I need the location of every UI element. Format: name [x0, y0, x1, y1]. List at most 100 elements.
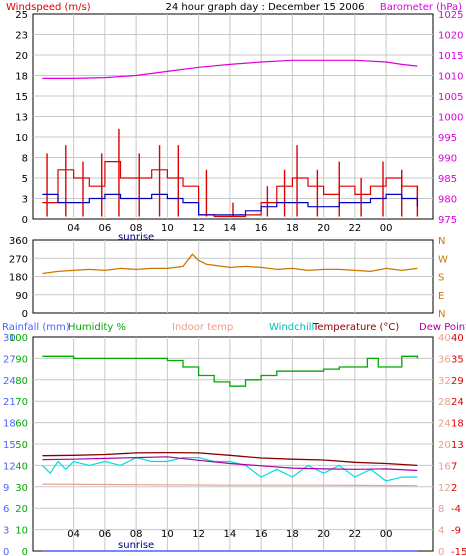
x-tick-label: 16: [255, 529, 268, 540]
indoor-tick-label: 40: [438, 333, 451, 344]
wind-tick-label: 15: [15, 92, 28, 103]
dew-point-line: [42, 456, 418, 472]
indoor-tick-label: 16: [438, 461, 451, 472]
humidity-tick-label: 70: [15, 397, 28, 408]
x-tick-label: 20: [317, 529, 330, 540]
sunrise-label: sunrise: [118, 232, 154, 243]
indoor-tick-label: 8: [438, 504, 444, 515]
wind-direction-line: [42, 253, 418, 275]
x-tick-label: 10: [161, 529, 174, 540]
wind-tick-label: 3: [22, 195, 28, 206]
baro-tick-label: 1015: [438, 51, 463, 62]
chart-title: 24 hour graph day : December 15 2006: [166, 2, 365, 13]
x-tick-label: 04: [67, 223, 80, 234]
baro-tick-label: 980: [438, 195, 457, 206]
indoor-temp-line: [42, 483, 418, 487]
indoor-temp-label: Indoor temp: [172, 322, 233, 333]
compass-tick-label: N: [438, 236, 445, 247]
direction-tick-label: 90: [15, 291, 28, 302]
temperature-tick-label: 35: [451, 354, 464, 365]
humidity-tick-label: 20: [15, 504, 28, 515]
rainfall-axis-label: Rainfall (mm): [2, 322, 70, 333]
x-tick-label: 08: [130, 529, 143, 540]
indoor-tick-label: 4: [438, 526, 444, 537]
baro-tick-label: 1000: [438, 113, 463, 124]
baro-tick-label: 995: [438, 133, 457, 144]
wind-average-line: [42, 193, 418, 216]
direction-tick-label: 180: [9, 273, 28, 284]
indoor-tick-label: 12: [438, 483, 451, 494]
windchill-label: Windchill: [269, 322, 314, 333]
rainfall-tick-label: 27: [3, 354, 16, 365]
humidity-tick-label: 10: [15, 526, 28, 537]
compass-tick-label: N: [438, 309, 445, 320]
indoor-tick-label: 36: [438, 354, 451, 365]
x-tick-label: 12: [192, 529, 205, 540]
rainfall-tick-label: 24: [3, 376, 16, 387]
windspeed-axis-label: Windspeed (m/s): [6, 2, 91, 13]
x-tick-label: 06: [99, 223, 112, 234]
x-tick-label: 06: [99, 529, 112, 540]
indoor-tick-label: 32: [438, 376, 451, 387]
windspeed-line: [42, 161, 418, 218]
humidity-tick-label: 80: [15, 376, 28, 387]
rainfall-tick-label: 30: [3, 333, 16, 344]
baro-tick-label: 975: [438, 215, 457, 226]
baro-tick-label: 985: [438, 174, 457, 185]
wind-tick-label: 25: [15, 10, 28, 21]
x-tick-label: 08: [130, 223, 143, 234]
temperature-tick-label: 24: [451, 397, 464, 408]
temperature-tick-label: 29: [451, 376, 464, 387]
sunrise-label: sunrise: [118, 540, 154, 551]
rainfall-tick-label: 12: [3, 461, 16, 472]
baro-tick-label: 1020: [438, 31, 463, 42]
indoor-tick-label: 28: [438, 397, 451, 408]
rainfall-tick-label: 21: [3, 397, 16, 408]
baro-tick-label: 990: [438, 154, 457, 165]
humidity-tick-label: 40: [15, 461, 28, 472]
temperature-tick-label: 2: [451, 483, 457, 494]
wind-tick-label: 5: [22, 174, 28, 185]
wind-tick-label: 23: [15, 31, 28, 42]
humidity-tick-label: 30: [15, 483, 28, 494]
compass-tick-label: W: [438, 254, 448, 265]
x-tick-label: 00: [380, 223, 393, 234]
x-tick-label: 18: [286, 529, 299, 540]
direction-tick-label: 270: [9, 254, 28, 265]
wind-tick-label: 8: [22, 154, 28, 165]
x-tick-label: 12: [192, 223, 205, 234]
rainfall-tick-label: 18: [3, 419, 16, 430]
humidity-tick-label: 0: [22, 547, 28, 556]
temperature-line: [42, 451, 418, 467]
wind-tick-label: 0: [22, 215, 28, 226]
x-tick-label: 14: [224, 223, 237, 234]
barometer-line: [42, 59, 418, 79]
x-tick-label: 22: [349, 529, 362, 540]
temperature-humidity-panel: 3027242118151296301009080706050403020100…: [3, 333, 466, 556]
temperature-tick-label: 40: [451, 333, 464, 344]
temperature-tick-label: 13: [451, 440, 464, 451]
dew-point-label: Dew Point: [419, 322, 466, 333]
direction-tick-label: 0: [22, 309, 28, 320]
indoor-tick-label: 20: [438, 440, 451, 451]
temperature-tick-label: -9: [451, 526, 461, 537]
x-tick-label: 14: [224, 529, 237, 540]
barometer-axis-label: Barometer (hPa): [380, 2, 462, 13]
compass-tick-label: E: [438, 291, 444, 302]
compass-tick-label: S: [438, 273, 444, 284]
x-tick-label: 18: [286, 223, 299, 234]
wind-tick-label: 20: [15, 51, 28, 62]
rainfall-tick-label: 15: [3, 440, 16, 451]
humidity-tick-label: 90: [15, 354, 28, 365]
wind-tick-label: 10: [15, 133, 28, 144]
x-tick-label: 20: [317, 223, 330, 234]
baro-tick-label: 1025: [438, 10, 463, 21]
rainfall-tick-label: 9: [3, 483, 9, 494]
direction-tick-label: 360: [9, 236, 28, 247]
indoor-tick-label: 0: [438, 547, 444, 556]
wind-tick-label: 18: [15, 72, 28, 83]
wind-barometer-panel: 2523201815131085301025102010151010100510…: [15, 10, 463, 243]
temperature-tick-label: -4: [451, 504, 461, 515]
